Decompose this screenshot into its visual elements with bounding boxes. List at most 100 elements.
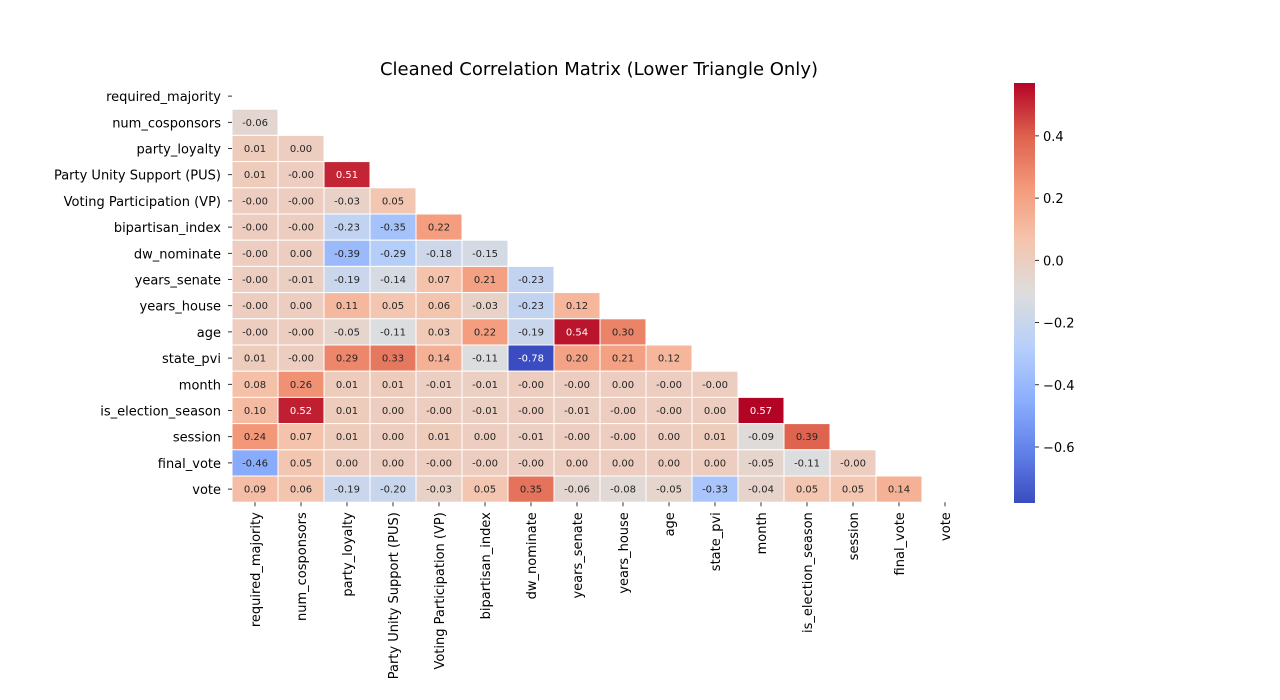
y-tick-label: state_pvi [162, 352, 221, 367]
cell-value-label: 0.14 [888, 485, 910, 496]
cell-value-label: -0.05 [334, 327, 360, 338]
heatmap-cell [369, 423, 417, 451]
cell-value-label: 0.00 [336, 458, 358, 469]
heatmap-cell [461, 423, 509, 451]
heatmap-cell [231, 318, 279, 346]
cell-value-label: 0.07 [290, 432, 312, 443]
heatmap-cell [461, 239, 509, 267]
x-tick-label: num_cosponsors [295, 512, 310, 621]
cell-value-label: -0.11 [472, 354, 498, 365]
cell-value-label: -0.00 [242, 249, 268, 260]
cell-value-label: -0.00 [518, 380, 544, 391]
heatmap-cell [231, 344, 279, 372]
cell-value-label: 0.07 [428, 275, 450, 286]
heatmap-cell [461, 344, 509, 372]
cell-value-label: 0.00 [704, 406, 726, 417]
heatmap-cell [323, 396, 371, 425]
y-tick-label: years_house [140, 300, 221, 315]
cell-value-label: 0.00 [612, 458, 634, 469]
y-tick-label: month [179, 378, 221, 393]
cell-value-label: 0.33 [382, 354, 404, 365]
y-tick-label: age [197, 326, 221, 341]
colorbar-tick-label: −0.2 [1043, 317, 1075, 332]
cell-value-label: -0.00 [288, 196, 314, 207]
heatmap-cell [461, 318, 509, 346]
cell-value-label: -0.29 [380, 249, 406, 260]
cell-value-label: -0.06 [564, 485, 590, 496]
heatmap-cell [461, 396, 509, 425]
cell-value-label: -0.00 [242, 301, 268, 312]
heatmap-cell [461, 265, 509, 294]
heatmap-cell [691, 423, 739, 451]
heatmap-cell [323, 292, 371, 320]
cell-value-label: -0.01 [564, 406, 590, 417]
colorbar-tick-label: 0.0 [1043, 254, 1064, 269]
heatmap-cell [415, 449, 463, 477]
colorbar-tick-label: −0.6 [1043, 441, 1075, 456]
heatmap-cell [645, 475, 693, 503]
heatmap-cell [231, 423, 279, 451]
x-tick-label: session [847, 512, 862, 560]
cell-value-label: 0.00 [290, 301, 312, 312]
cell-value-label: 0.00 [704, 458, 726, 469]
colorbar-tick-label: 0.4 [1043, 130, 1064, 145]
cell-value-label: -0.00 [610, 406, 636, 417]
cell-value-label: -0.18 [426, 249, 452, 260]
cell-value-label: 0.00 [290, 249, 312, 260]
heatmap-cell [231, 134, 279, 163]
cell-value-label: 0.51 [336, 170, 358, 181]
heatmap-cell [461, 449, 509, 477]
heatmap-cell [277, 396, 325, 425]
cell-value-label: 0.10 [244, 406, 266, 417]
cell-value-label: -0.09 [748, 432, 774, 443]
cell-value-label: 0.01 [336, 432, 358, 443]
cell-value-label: 0.00 [658, 432, 680, 443]
cell-value-label: 0.01 [704, 432, 726, 443]
heatmap-cell [553, 449, 601, 477]
cell-value-label: -0.06 [242, 118, 268, 129]
cell-value-label: -0.46 [242, 458, 268, 469]
x-tick-label: bipartisan_index [479, 512, 494, 619]
cell-value-label: -0.39 [334, 249, 360, 260]
x-tick-label: final_vote [893, 512, 908, 575]
heatmap-cell [231, 370, 279, 398]
cell-value-label: 0.11 [336, 301, 358, 312]
x-tick-label: Party Unity Support (PUS) [387, 512, 402, 679]
colorbar-tick-label: 0.2 [1043, 192, 1064, 207]
cell-value-label: -0.11 [380, 327, 406, 338]
cell-value-label: 0.39 [796, 432, 818, 443]
cell-value-label: 0.05 [796, 485, 818, 496]
heatmap-cell [277, 213, 325, 241]
cell-value-label: 0.21 [612, 354, 634, 365]
cell-value-label: -0.19 [334, 275, 360, 286]
cell-value-label: 0.01 [244, 144, 266, 155]
cell-value-label: 0.01 [336, 380, 358, 391]
cell-value-label: -0.00 [472, 458, 498, 469]
x-tick-label: Voting Participation (VP) [433, 512, 448, 669]
colorbar-tick-label: −0.4 [1043, 379, 1075, 394]
cell-value-label: -0.00 [242, 275, 268, 286]
cell-value-label: 0.00 [382, 432, 404, 443]
cell-value-label: -0.00 [426, 406, 452, 417]
cell-value-label: -0.20 [380, 485, 406, 496]
heatmap-cells: -0.06 0.01 0.00 0.01 -0.00 0.51 -0.00 -0.00 -0.0… [231, 108, 923, 503]
cell-value-label: -0.35 [380, 223, 406, 234]
heatmap-cell [783, 449, 831, 477]
cell-value-label: -0.00 [702, 380, 728, 391]
heatmap-cell [231, 265, 279, 294]
cell-value-label: -0.00 [656, 380, 682, 391]
heatmap-cell [277, 187, 325, 215]
heatmap-cell [369, 370, 417, 398]
heatmap-cell [369, 449, 417, 477]
heatmap-cell [599, 423, 647, 451]
cell-value-label: 0.22 [428, 223, 450, 234]
cell-value-label: -0.05 [656, 485, 682, 496]
heatmap-cell [737, 396, 785, 425]
cell-value-label: -0.15 [472, 249, 498, 260]
chart-title: Cleaned Correlation Matrix (Lower Triang… [380, 59, 818, 80]
heatmap-cell [507, 396, 555, 425]
cell-value-label: -0.03 [426, 485, 452, 496]
heatmap-cell [645, 423, 693, 451]
colorbar: 0.4 0.2 0.0 −0.2 −0.4 −0.6 [1014, 83, 1075, 503]
